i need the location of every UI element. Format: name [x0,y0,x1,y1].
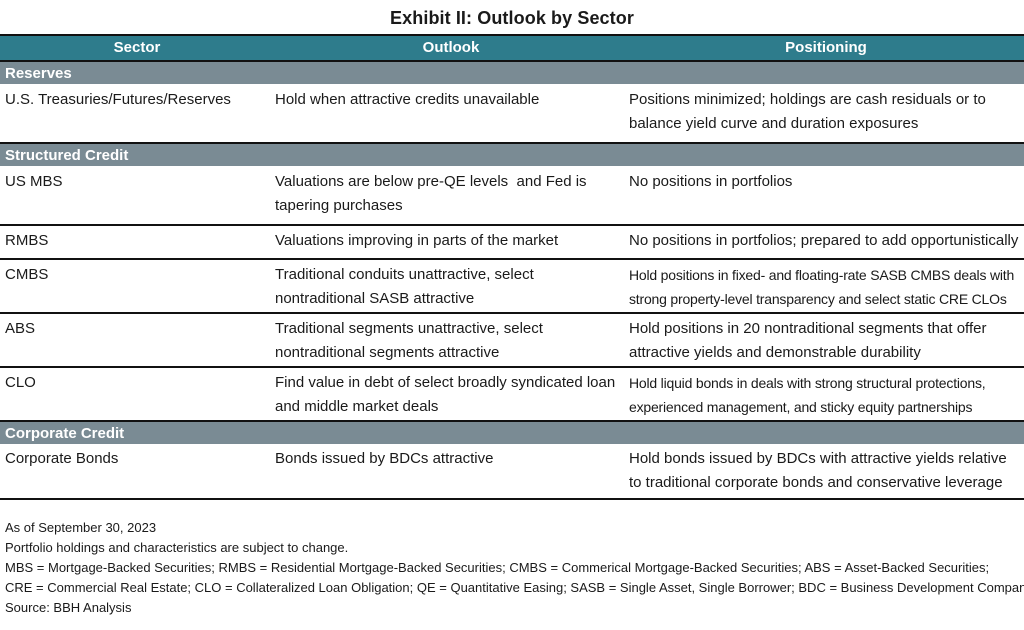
row-outlook: Valuations improving in parts of the mar… [275,232,559,249]
sector-outlook-table: Sector Outlook Positioning Reserves U.S.… [0,34,1024,500]
positioning-line: strong property-level transparency and s… [629,291,1007,307]
row-positioning: Hold liquid bonds in deals with strong s… [628,371,1024,420]
positioning-line: attractive yields and demonstrable durab… [629,344,921,361]
row-sector: ABS [5,320,36,337]
table-row: U.S. Treasuries/Futures/Reserves Hold wh… [0,84,1024,142]
table-header-row: Sector Outlook Positioning [0,34,1024,60]
table-row: CMBS Traditional conduits unattractive, … [0,258,1024,312]
note-abbreviations: MBS = Mortgage-Backed Securities; RMBS =… [5,560,990,575]
row-outlook: Find value in debt of select broadly syn… [274,371,628,420]
row-outlook: Hold when attractive credits unavailable [275,91,540,108]
outlook-line: Traditional conduits unattractive, selec… [275,266,534,283]
note-disclaimer: Portfolio holdings and characteristics a… [5,540,349,555]
table-row: Corporate Bonds Bonds issued by BDCs att… [0,444,1024,498]
positioning-line: Hold bonds issued by BDCs with attractiv… [629,450,1007,467]
outlook-line: tapering purchases [275,197,403,214]
row-outlook: Traditional conduits unattractive, selec… [274,263,628,312]
row-sector: CLO [5,374,36,391]
row-positioning: Hold bonds issued by BDCs with attractiv… [628,447,1024,498]
row-positioning: No positions in portfolios [629,173,793,190]
outlook-line: nontraditional segments attractive [275,344,500,361]
table-bottom-rule [0,498,1024,500]
positioning-line: experienced management, and sticky equit… [629,399,973,415]
header-outlook: Outlook [422,39,480,56]
row-positioning: No positions in portfolios; prepared to … [629,232,1019,249]
header-positioning: Positioning [785,39,867,56]
table-row: RMBS Valuations improving in parts of th… [0,224,1024,258]
header-sector: Sector [113,39,161,56]
outlook-line: Find value in debt of select broadly syn… [275,374,616,391]
table-row: CLO Find value in debt of select broadly… [0,366,1024,420]
exhibit-title: Exhibit II: Outlook by Sector [390,8,634,28]
table-row: US MBS Valuations are below pre-QE level… [0,166,1024,224]
outlook-line: and middle market deals [275,398,439,415]
row-positioning: Hold positions in 20 nontraditional segm… [628,317,1024,366]
row-outlook: Valuations are below pre-QE levels and F… [274,170,628,224]
table-row: ABS Traditional segments unattractive, s… [0,312,1024,366]
note-source: Source: BBH Analysis [5,600,132,615]
section-reserves: Reserves [0,60,1024,84]
row-sector: US MBS [5,173,63,190]
positioning-line: Hold positions in 20 nontraditional segm… [629,320,987,337]
outlook-line: Valuations are below pre-QE levels and F… [275,173,587,190]
section-structured-credit: Structured Credit [0,142,1024,166]
row-positioning: Positions minimized; holdings are cash r… [628,88,1024,142]
row-outlook: Bonds issued by BDCs attractive [275,450,494,467]
positioning-line: Hold liquid bonds in deals with strong s… [629,375,986,391]
outlook-line: nontraditional SASB attractive [275,290,475,307]
row-sector: RMBS [5,232,49,249]
row-positioning: Hold positions in fixed- and floating-ra… [628,263,1024,312]
row-sector: Corporate Bonds [5,450,119,467]
footnotes: As of September 30, 2023 Portfolio holdi… [5,518,1024,618]
note-as-of-date: As of September 30, 2023 [5,520,157,535]
row-sector: U.S. Treasuries/Futures/Reserves [5,91,231,108]
row-outlook: Traditional segments unattractive, selec… [274,317,628,366]
outlook-line: Traditional segments unattractive, selec… [275,320,543,337]
positioning-line: Hold positions in fixed- and floating-ra… [629,267,1015,283]
row-sector: CMBS [5,266,49,283]
positioning-line: Positions minimized; holdings are cash r… [629,91,986,108]
positioning-line: balance yield curve and duration exposur… [629,115,919,132]
note-abbreviations: CRE = Commercial Real Estate; CLO = Coll… [5,580,1024,595]
section-corporate-credit: Corporate Credit [0,420,1024,444]
positioning-line: to traditional corporate bonds and conse… [629,474,1003,491]
